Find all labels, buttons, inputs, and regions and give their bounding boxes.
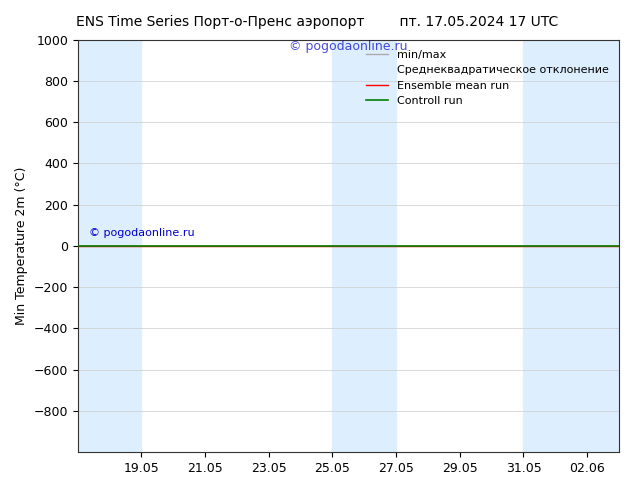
Bar — [332, 40, 396, 452]
Text: © pogodaonline.ru: © pogodaonline.ru — [289, 40, 408, 52]
Legend: min/max, Среднеквадратическое отклонение, Ensemble mean run, Controll run: min/max, Среднеквадратическое отклонение… — [361, 45, 614, 111]
Bar — [524, 40, 619, 452]
Text: © pogodaonline.ru: © pogodaonline.ru — [89, 228, 194, 238]
Y-axis label: Min Temperature 2m (°C): Min Temperature 2m (°C) — [15, 167, 28, 325]
Bar — [78, 40, 141, 452]
Text: ENS Time Series Порт-о-Пренс аэропорт        пт. 17.05.2024 17 UTC: ENS Time Series Порт-о-Пренс аэропорт пт… — [76, 15, 558, 29]
